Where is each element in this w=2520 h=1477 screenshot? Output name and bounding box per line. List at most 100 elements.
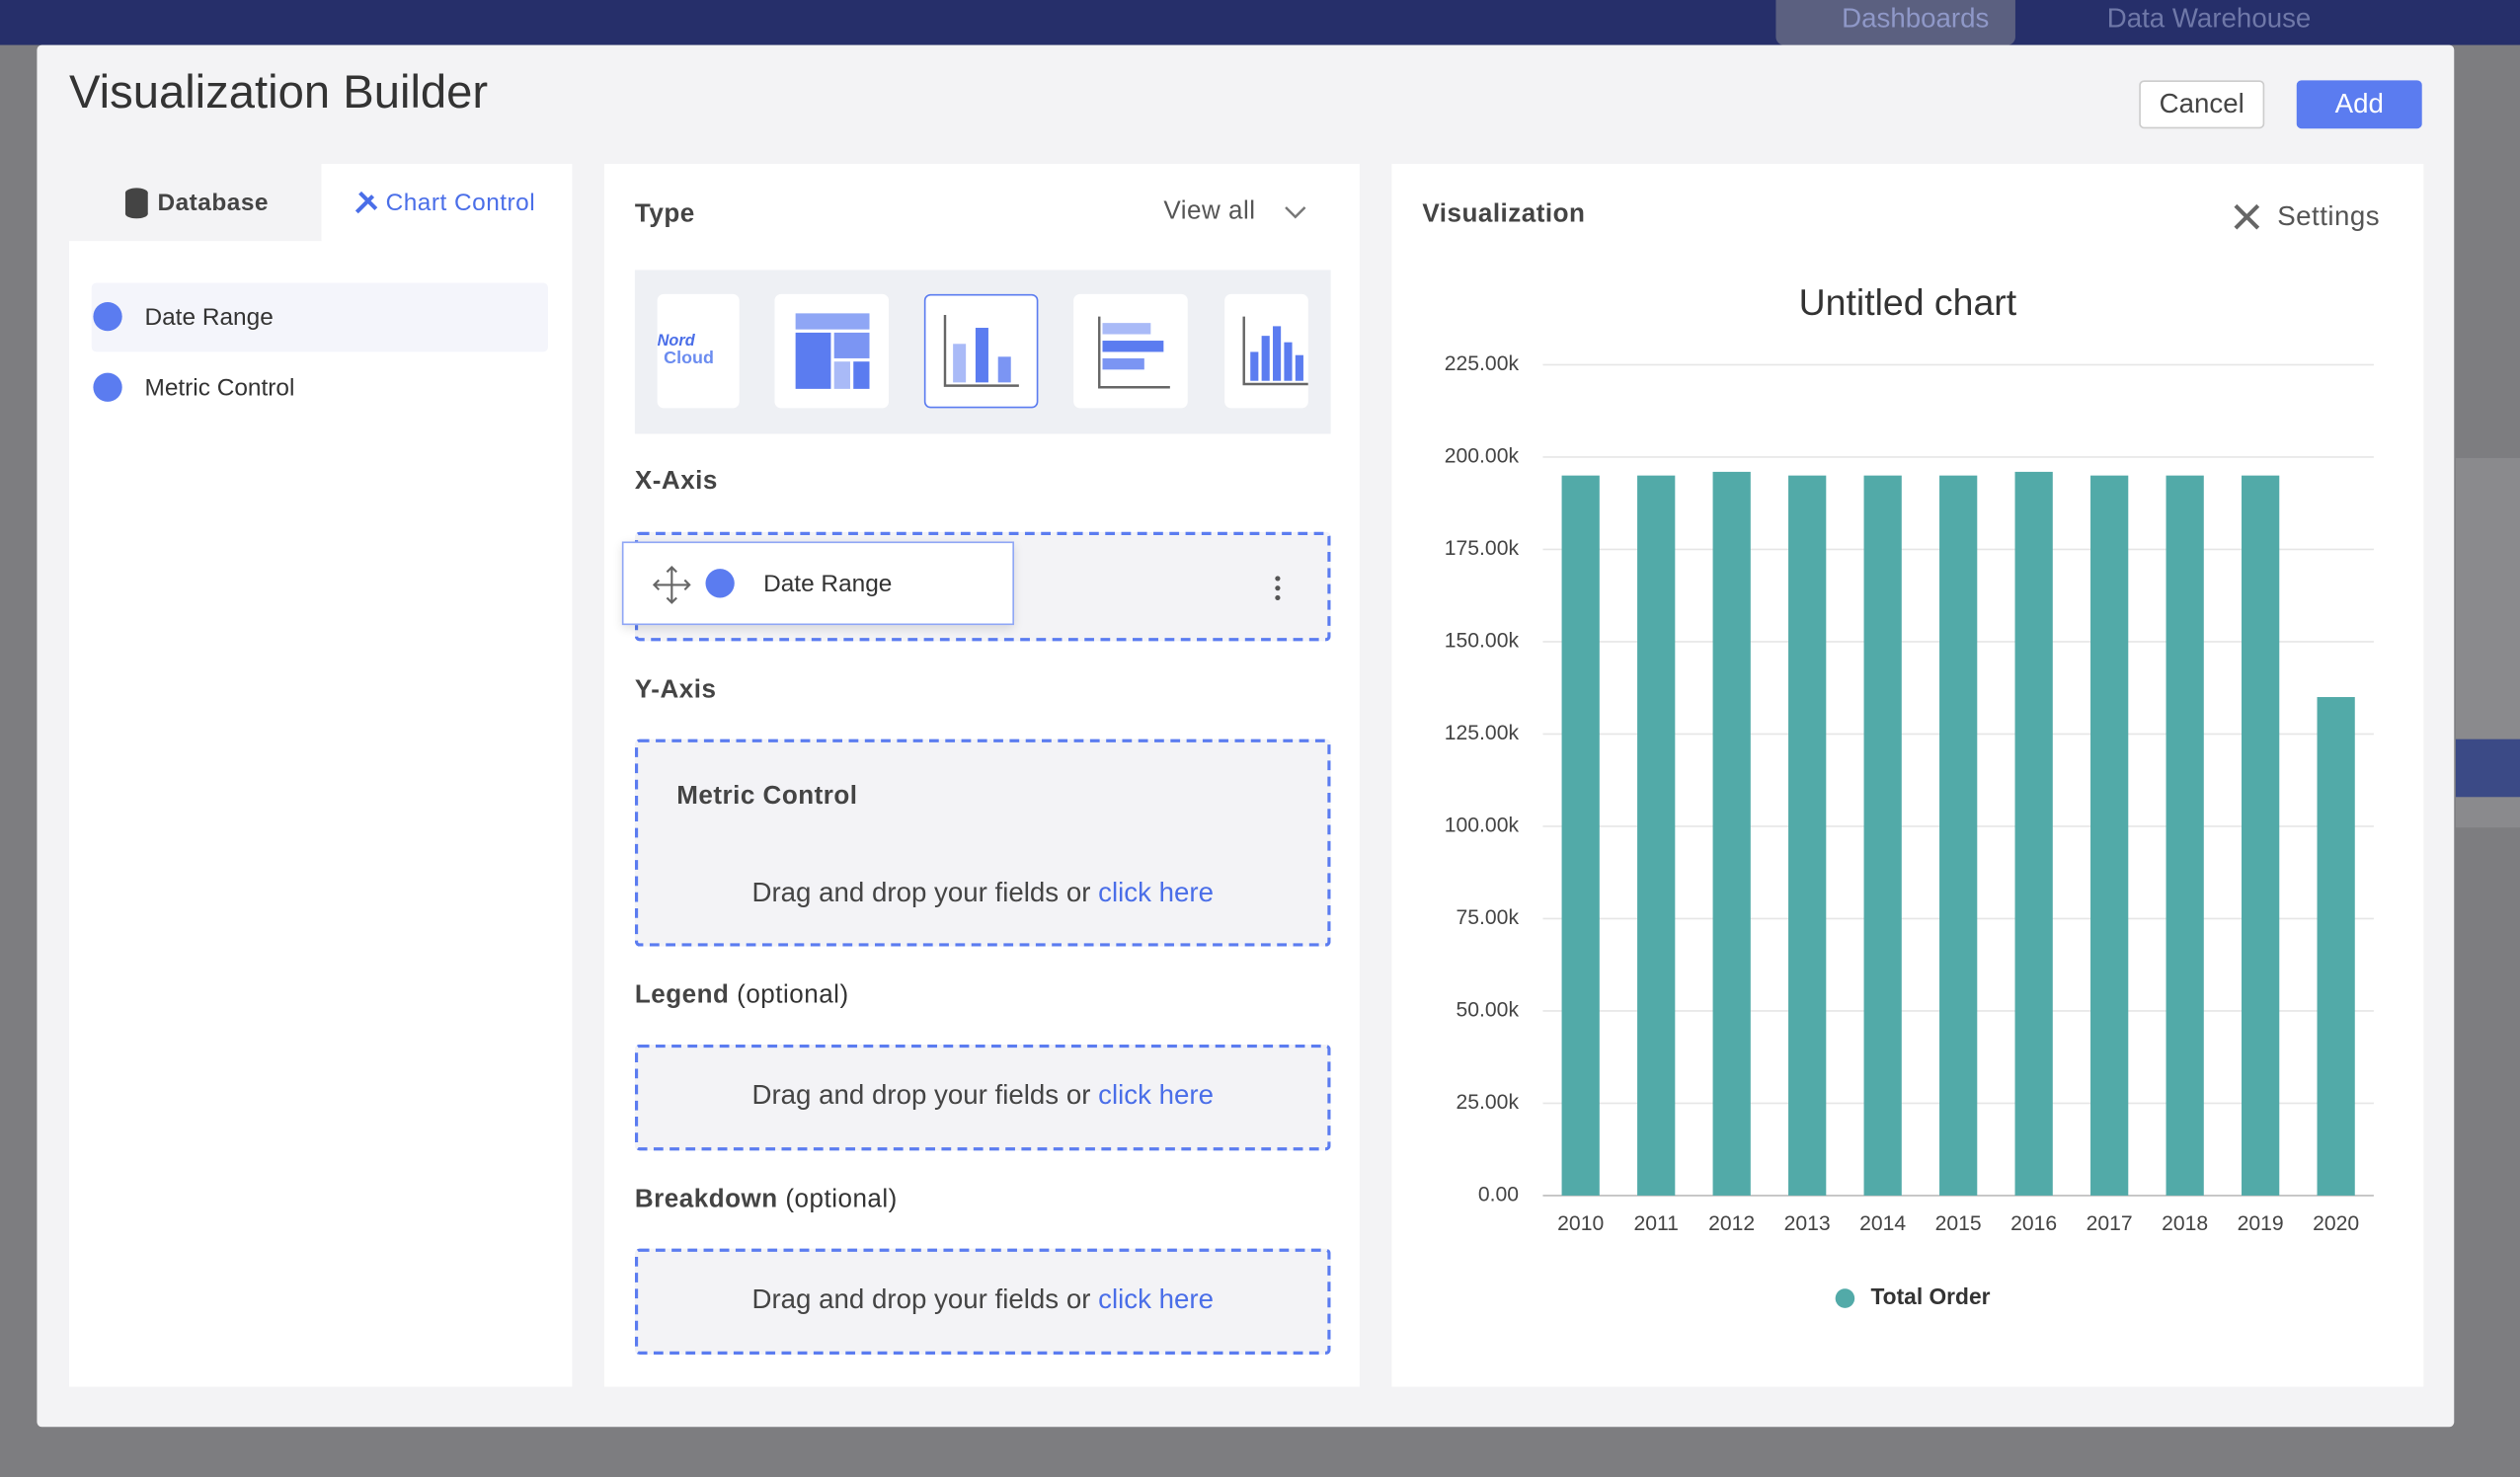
- x-tick-label: 2012: [1708, 1212, 1755, 1235]
- modal-title: Visualization Builder: [68, 67, 489, 119]
- bar: [2166, 475, 2204, 1196]
- top-bar: [0, 0, 2520, 45]
- item-icon: [93, 301, 122, 332]
- bar: [1863, 475, 1902, 1196]
- column-icon: [943, 314, 1019, 387]
- x-tick-label: 2017: [2087, 1212, 2133, 1235]
- x-tick-label: 2015: [1935, 1212, 1982, 1235]
- drop-hint: Drag and drop your fields or click here: [638, 1080, 1327, 1113]
- hbar-icon: [1098, 316, 1170, 389]
- label-main: Breakdown: [634, 1186, 778, 1213]
- thumb-text: Nord: [657, 332, 695, 350]
- bar: [2090, 475, 2129, 1196]
- click-here-link[interactable]: click here: [1098, 1079, 1215, 1111]
- nav-item[interactable]: Dashboards: [1842, 3, 1990, 35]
- field-name: Date Range: [763, 570, 893, 598]
- bar: [1712, 471, 1751, 1196]
- x-tick-label: 2014: [1859, 1212, 1906, 1235]
- treemap-icon: [795, 313, 870, 389]
- y-tick-label: 150.00k: [1445, 630, 1520, 653]
- y-tick-label: 75.00k: [1457, 906, 1520, 929]
- thumb-text: Cloud: [664, 349, 714, 368]
- tab-bg: [68, 164, 322, 242]
- chart-type-thumb[interactable]: Nord Cloud: [657, 293, 740, 409]
- chart: Untitled chart 0.00 25.00k 50.00k 75.00k 100…: [1445, 281, 2374, 1309]
- item-highlight: [91, 282, 548, 352]
- settings-icon: [2234, 203, 2260, 230]
- x-tick-label: 2018: [2162, 1212, 2208, 1235]
- field-name: Metric Control: [676, 782, 858, 811]
- legend-dropzone[interactable]: Drag and drop your fields or click here: [634, 1044, 1331, 1151]
- bar: [2242, 475, 2280, 1196]
- x-tick-label: 2016: [2010, 1212, 2057, 1235]
- tab[interactable]: Database: [157, 190, 269, 217]
- bar: [2014, 471, 2053, 1196]
- x-tick-label: 2010: [1557, 1212, 1604, 1235]
- control-item[interactable]: Date Range: [144, 303, 274, 332]
- chart-type-thumb[interactable]: [774, 293, 890, 409]
- panel-title: Visualization: [1422, 200, 1586, 229]
- section-label: Legend (optional): [635, 981, 849, 1010]
- chart-type-thumb[interactable]: [1073, 293, 1188, 409]
- histogram-icon: [1242, 316, 1308, 386]
- y-tick-label: 225.00k: [1445, 352, 1520, 375]
- hint-text: Drag and drop your fields or: [751, 1079, 1091, 1111]
- control-item[interactable]: Metric Control: [144, 374, 295, 402]
- bar: [1561, 475, 1600, 1196]
- y-tick-label: 125.00k: [1445, 722, 1520, 744]
- y-tick-label: 0.00: [1478, 1183, 1519, 1205]
- left-panel: [68, 164, 573, 1387]
- x-tick-label: 2011: [1633, 1212, 1678, 1235]
- dragged-field[interactable]: [621, 541, 1014, 626]
- item-icon: [93, 372, 122, 402]
- section-label: Breakdown (optional): [635, 1186, 898, 1214]
- add-button[interactable]: Add: [2296, 80, 2422, 129]
- click-here-link[interactable]: click here: [1098, 1283, 1215, 1315]
- tab[interactable]: Chart Control: [385, 190, 536, 217]
- label-optional: (optional): [785, 1186, 898, 1213]
- kebab-menu[interactable]: [1271, 574, 1284, 602]
- x-tick-label: 2019: [2238, 1212, 2284, 1235]
- y-tick-label: 100.00k: [1445, 815, 1520, 837]
- database-icon: [124, 188, 148, 219]
- chevron: [1285, 206, 1306, 219]
- nav-item[interactable]: Data Warehouse: [2106, 3, 2312, 35]
- hint-text: Drag and drop your fields or: [751, 877, 1091, 908]
- drop-hint: Drag and drop your fields or click here: [638, 1283, 1327, 1316]
- y-tick-label: 25.00k: [1457, 1091, 1520, 1114]
- field-icon: [705, 569, 735, 598]
- chart-type-thumb[interactable]: [923, 293, 1039, 409]
- y-axis-dropzone[interactable]: Metric Control Drag and drop your fields…: [634, 738, 1331, 947]
- chart-type-thumb[interactable]: [1224, 293, 1308, 409]
- breakdown-dropzone[interactable]: Drag and drop your fields or click here: [634, 1248, 1331, 1356]
- hint-text: Drag and drop your fields or: [751, 1283, 1091, 1315]
- click-here-link[interactable]: click here: [1098, 877, 1215, 908]
- bar: [2317, 697, 2355, 1196]
- y-tick-label: 175.00k: [1445, 537, 1520, 560]
- settings-button[interactable]: Settings: [2277, 200, 2381, 232]
- section-label: Type: [634, 200, 695, 229]
- y-tick-label: 200.00k: [1445, 445, 1520, 468]
- view-all[interactable]: View all: [1163, 197, 1256, 225]
- bar: [1939, 475, 1978, 1196]
- chart-title: Untitled chart: [1799, 281, 2017, 323]
- y-tick-label: 50.00k: [1457, 999, 1520, 1022]
- tools-icon: [354, 191, 378, 214]
- legend-marker: [1835, 1288, 1855, 1308]
- cancel-button[interactable]: Cancel: [2139, 80, 2265, 129]
- section-label: X-Axis: [634, 467, 718, 496]
- legend-label: Total Order: [1870, 1283, 1990, 1309]
- x-tick-label: 2020: [2313, 1212, 2359, 1235]
- background-button: [2455, 738, 2520, 798]
- x-tick-label: 2013: [1784, 1212, 1831, 1235]
- nav-active: [1775, 0, 2015, 45]
- section-label: Y-Axis: [634, 676, 717, 704]
- label-optional: (optional): [737, 981, 849, 1010]
- bar: [1637, 475, 1676, 1196]
- bar: [1788, 475, 1827, 1196]
- drop-hint: Drag and drop your fields or click here: [638, 878, 1327, 910]
- move-icon: [652, 566, 691, 604]
